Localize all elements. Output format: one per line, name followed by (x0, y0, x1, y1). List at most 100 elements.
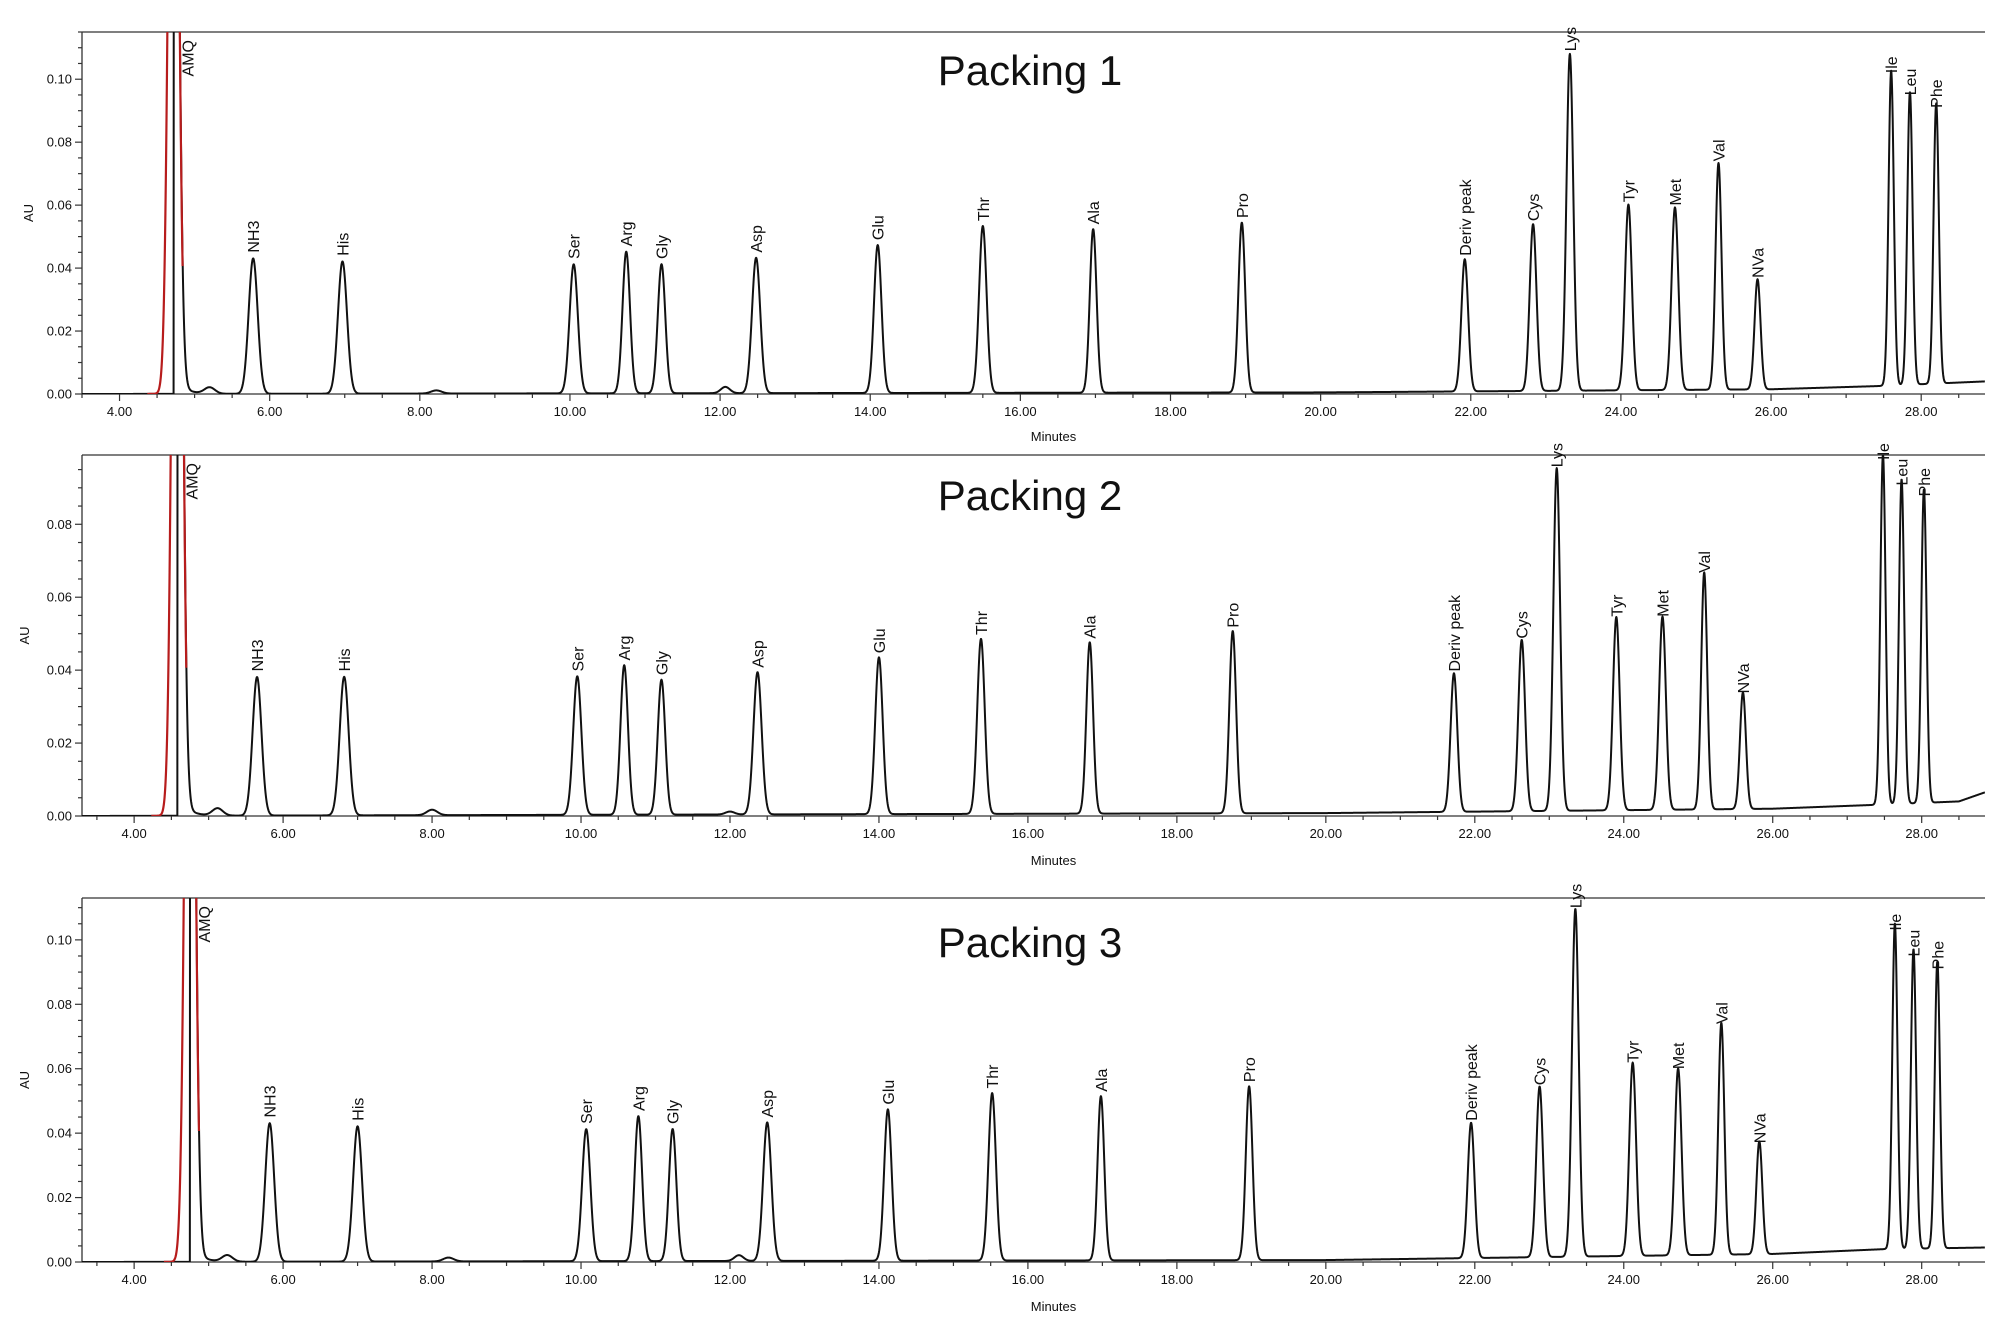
panel-title: Packing 2 (938, 472, 1122, 519)
peak-label: AMQ (181, 40, 198, 76)
x-tick-label: 26.00 (1755, 404, 1788, 419)
y-tick-label: 0.00 (47, 809, 72, 824)
x-tick-label: 4.00 (121, 826, 146, 841)
x-tick-label: 8.00 (407, 404, 432, 419)
peak-label: Asp (760, 1090, 777, 1118)
x-tick-label: 28.00 (1905, 404, 1938, 419)
x-tick-label: 28.00 (1905, 1272, 1938, 1287)
y-tick-label: 0.02 (47, 324, 72, 339)
y-tick-label: 0.04 (47, 261, 72, 276)
peak-label: Deriv peak (1464, 1043, 1481, 1120)
peak-label: Phe (1930, 941, 1947, 970)
peak-label: Met (1668, 178, 1685, 205)
y-tick-label: 0.02 (47, 736, 72, 751)
x-tick-label: 18.00 (1154, 404, 1187, 419)
peak-label: NH3 (263, 1085, 280, 1117)
peak-label: Gly (654, 651, 671, 675)
peak-label: Ile (1876, 443, 1893, 460)
peak-label: Val (1714, 1002, 1731, 1024)
peak-label: NH3 (250, 639, 267, 671)
x-axis-title: Minutes (1031, 429, 1077, 444)
peak-label: Val (1697, 551, 1714, 573)
x-tick-label: 22.00 (1455, 404, 1488, 419)
x-tick-label: 14.00 (863, 1272, 896, 1287)
y-tick-label: 0.06 (47, 1061, 72, 1076)
peak-label: His (337, 648, 354, 671)
peak-label: His (335, 233, 352, 256)
peak-label: Asp (751, 640, 768, 668)
y-axis-title: AU (21, 204, 36, 222)
peak-label: Ser (567, 233, 584, 259)
peak-label: Ala (1083, 615, 1100, 638)
x-tick-label: 26.00 (1756, 1272, 1789, 1287)
x-tick-label: 8.00 (419, 826, 444, 841)
x-tick-label: 24.00 (1607, 826, 1640, 841)
x-axis-title: Minutes (1031, 853, 1077, 868)
y-tick-label: 0.04 (47, 1126, 72, 1141)
peak-label: NVa (1751, 248, 1768, 278)
y-axis-title: AU (17, 626, 32, 644)
y-tick-label: 0.04 (47, 663, 72, 678)
amq-reagent-peak (150, 455, 188, 816)
x-tick-label: 20.00 (1304, 404, 1337, 419)
x-tick-label: 10.00 (565, 1272, 598, 1287)
peak-label: Cys (1533, 1058, 1550, 1086)
x-tick-label: 10.00 (565, 826, 598, 841)
x-tick-label: 28.00 (1905, 826, 1938, 841)
x-tick-label: 4.00 (121, 1272, 146, 1287)
y-axis-title: AU (17, 1071, 32, 1089)
x-tick-label: 22.00 (1459, 1272, 1492, 1287)
peak-label: Gly (666, 1100, 683, 1124)
peak-label: Lys (1550, 443, 1567, 467)
amq-reagent-peak (146, 32, 184, 394)
x-tick-label: 6.00 (270, 1272, 295, 1287)
peak-label: His (351, 1098, 368, 1121)
peak-label: Arg (617, 636, 634, 661)
x-tick-label: 6.00 (257, 404, 282, 419)
peak-label: Glu (881, 1080, 898, 1105)
x-tick-label: 24.00 (1607, 1272, 1640, 1287)
peak-label: AMQ (197, 906, 214, 942)
x-tick-label: 4.00 (107, 404, 132, 419)
x-tick-label: 20.00 (1310, 826, 1343, 841)
peak-label: Deriv peak (1447, 594, 1464, 671)
y-tick-label: 0.08 (47, 517, 72, 532)
panel-title: Packing 3 (938, 919, 1122, 966)
y-tick-label: 0.00 (47, 387, 72, 402)
peak-label: Gly (655, 235, 672, 259)
x-tick-label: 6.00 (270, 826, 295, 841)
y-tick-label: 0.06 (47, 590, 72, 605)
peak-label: Ile (1888, 914, 1905, 931)
peak-label: Pro (1226, 603, 1243, 628)
y-tick-label: 0.08 (47, 997, 72, 1012)
peak-label: Thr (976, 196, 993, 221)
amq-reagent-peak (162, 898, 201, 1262)
peak-label: Tyr (1626, 1040, 1643, 1063)
x-tick-label: 14.00 (854, 404, 887, 419)
y-tick-label: 0.00 (47, 1255, 72, 1270)
peak-label: Tyr (1621, 179, 1638, 202)
panel-title: Packing 1 (938, 47, 1122, 94)
x-tick-label: 18.00 (1161, 826, 1194, 841)
x-tick-label: 26.00 (1756, 826, 1789, 841)
peak-label: NH3 (246, 221, 263, 253)
y-tick-label: 0.08 (47, 135, 72, 150)
peak-label: Ser (579, 1098, 596, 1124)
peak-label: Lys (1568, 884, 1585, 908)
x-tick-label: 22.00 (1459, 826, 1492, 841)
peak-label: NVa (1752, 1113, 1769, 1143)
x-tick-label: 16.00 (1004, 404, 1037, 419)
y-tick-label: 0.02 (47, 1190, 72, 1205)
peak-label: Met (1671, 1042, 1688, 1069)
peak-label: Glu (871, 215, 888, 240)
peak-label: Ala (1086, 201, 1103, 224)
y-tick-label: 0.10 (47, 932, 72, 947)
peak-label: Met (1655, 590, 1672, 617)
x-tick-label: 18.00 (1161, 1272, 1194, 1287)
chart-panel-packing-3: 4.00 6.00 8.00 10.00 12.00 14.00 16.00 18.00 20.… (17, 884, 1985, 1314)
peak-label: Thr (985, 1064, 1002, 1089)
x-axis-title: Minutes (1031, 1299, 1077, 1314)
x-tick-label: 8.00 (419, 1272, 444, 1287)
peak-label: Tyr (1609, 594, 1626, 617)
x-tick-label: 10.00 (554, 404, 587, 419)
